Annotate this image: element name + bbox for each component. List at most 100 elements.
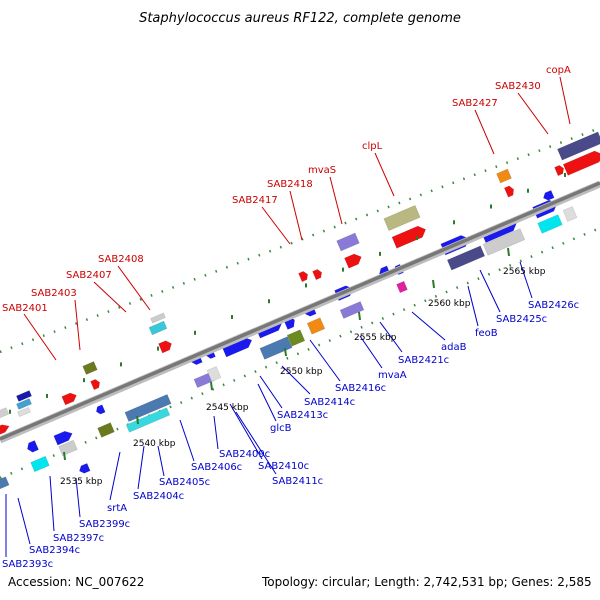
gene-shape-15: [79, 462, 91, 474]
gene-label-copA[interactable]: copA: [546, 65, 571, 76]
leader-forward-10: [559, 76, 571, 125]
gene-label-SAB2414c[interactable]: SAB2414c: [304, 397, 355, 408]
gene-shape-13: [58, 439, 78, 457]
gene-label-SAB2405c[interactable]: SAB2405c: [159, 477, 210, 488]
gene-label-mvaA[interactable]: mvaA: [378, 370, 407, 381]
gene-block-18: [158, 340, 172, 354]
gene-label-srtA[interactable]: srtA: [107, 503, 127, 514]
gene-block-0: [0, 407, 10, 421]
gene-block-20: [125, 407, 171, 433]
gene-label-feoB[interactable]: feoB: [475, 328, 498, 339]
gene-label-SAB2425c[interactable]: SAB2425c: [496, 314, 547, 325]
topology-text: Topology: circular; Length: 2,742,531 bp…: [261, 575, 592, 589]
gene-shape-54: [562, 150, 600, 176]
gene-block-53: [557, 131, 600, 161]
gene-shape-14: [0, 476, 10, 492]
gene-label-SAB2413c[interactable]: SAB2413c: [277, 410, 328, 421]
gene-shape-20: [125, 407, 171, 433]
accession-text: Accession: NC_007622: [8, 575, 144, 589]
gene-label-adaB[interactable]: adaB: [441, 342, 467, 353]
gene-label-SAB2417[interactable]: SAB2417: [232, 195, 278, 206]
leader-reverse-3: [75, 477, 81, 518]
gene-label-SAB2406c[interactable]: SAB2406c: [191, 462, 242, 473]
gene-shape-19: [124, 393, 172, 423]
gene-label-SAB2418[interactable]: SAB2418: [267, 179, 313, 190]
gene-block-1: [0, 424, 10, 438]
gene-label-SAB2416c[interactable]: SAB2416c: [335, 383, 386, 394]
leader-reverse-17: [411, 311, 446, 341]
gene-shape-47: [496, 168, 512, 184]
gene-shape-7: [90, 379, 101, 391]
tick-major-3: [284, 347, 287, 357]
gene-label-SAB2404c[interactable]: SAB2404c: [133, 491, 184, 502]
tick-marks: [9, 172, 566, 461]
gene-shape-50: [537, 214, 563, 234]
gene-block-38: [383, 204, 421, 232]
gene-label-SAB2421c[interactable]: SAB2421c: [398, 355, 449, 366]
leader-reverse-20: [519, 261, 533, 299]
gene-block-48: [503, 185, 514, 198]
gene-shape-18: [158, 340, 172, 354]
gene-label-mvaS[interactable]: mvaS: [308, 165, 336, 176]
gene-block-5: [61, 392, 77, 406]
leader-reverse-14: [309, 339, 341, 382]
gene-block-11: [27, 440, 39, 453]
gene-shape-16: [148, 320, 168, 336]
gene-label-SAB2430[interactable]: SAB2430: [495, 81, 541, 92]
kbp-label-2555: 2555 kbp: [354, 333, 397, 343]
tick-major-2: [210, 381, 213, 391]
gene-block-50: [537, 214, 563, 234]
label-leader-lines: [5, 76, 571, 557]
gene-label-SAB2401[interactable]: SAB2401: [2, 303, 48, 314]
reverse-gene-labels: SAB2393c SAB2394c SAB2397c SAB2399c srtA…: [2, 300, 579, 570]
leader-reverse-10: [235, 411, 277, 475]
gene-label-SAB2408[interactable]: SAB2408: [98, 254, 144, 265]
tick-major-0: [63, 451, 66, 461]
gene-label-SAB2407[interactable]: SAB2407: [66, 270, 112, 281]
leader-reverse-9: [229, 403, 263, 460]
kbp-label-2560: 2560 kbp: [428, 299, 471, 309]
gene-block-35: [312, 269, 323, 281]
gene-label-SAB2426c[interactable]: SAB2426c: [528, 300, 579, 311]
gene-label-glcB[interactable]: glcB: [270, 423, 292, 434]
gene-shape-42: [396, 280, 408, 294]
gene-shape-46: [482, 228, 526, 256]
leader-reverse-1: [17, 497, 31, 545]
gene-label-SAB2409c[interactable]: SAB2409c: [219, 449, 270, 460]
gene-shape-4: [17, 406, 31, 418]
leader-reverse-16: [379, 321, 403, 353]
gene-label-SAB2397c[interactable]: SAB2397c: [53, 533, 104, 544]
leader-reverse-15: [359, 335, 383, 369]
gene-label-SAB2403[interactable]: SAB2403: [31, 288, 77, 299]
gene-label-clpL[interactable]: clpL: [362, 141, 383, 152]
gene-shape-17: [150, 312, 166, 324]
forward-gene-labels: SAB2401 SAB2403 SAB2407 SAB2408 SAB2417 …: [2, 65, 571, 314]
gene-label-SAB2411c[interactable]: SAB2411c: [272, 476, 323, 487]
gene-block-47: [496, 168, 512, 184]
gene-shape-53: [557, 131, 600, 161]
gene-block-6: [82, 361, 98, 375]
gene-block-17: [150, 312, 166, 324]
leader-reverse-5: [137, 445, 145, 490]
gene-shape-44: [446, 245, 486, 271]
leader-reverse-12: [259, 375, 283, 409]
gene-label-SAB2410c[interactable]: SAB2410c: [258, 461, 309, 472]
gene-block-7: [90, 379, 101, 391]
gene-label-SAB2394c[interactable]: SAB2394c: [29, 545, 80, 556]
gene-shape-24: [206, 366, 222, 382]
gene-shape-36: [336, 232, 360, 252]
gene-shape-28: [259, 336, 293, 360]
gene-shape-10: [95, 404, 106, 415]
leader-reverse-19: [479, 269, 501, 313]
gene-block-28: [259, 336, 293, 360]
leader-forward-1: [74, 299, 81, 351]
gene-label-SAB2399c[interactable]: SAB2399c: [79, 519, 130, 530]
kbp-label-2540: 2540 kbp: [133, 439, 176, 449]
gene-label-SAB2393c[interactable]: SAB2393c: [2, 559, 53, 570]
gene-shape-9: [97, 422, 115, 438]
gene-block-9: [97, 422, 115, 438]
gene-block-30: [306, 317, 326, 335]
gene-shape-30: [306, 317, 326, 335]
gene-label-SAB2427[interactable]: SAB2427: [452, 98, 498, 109]
gene-shape-52: [543, 189, 555, 201]
